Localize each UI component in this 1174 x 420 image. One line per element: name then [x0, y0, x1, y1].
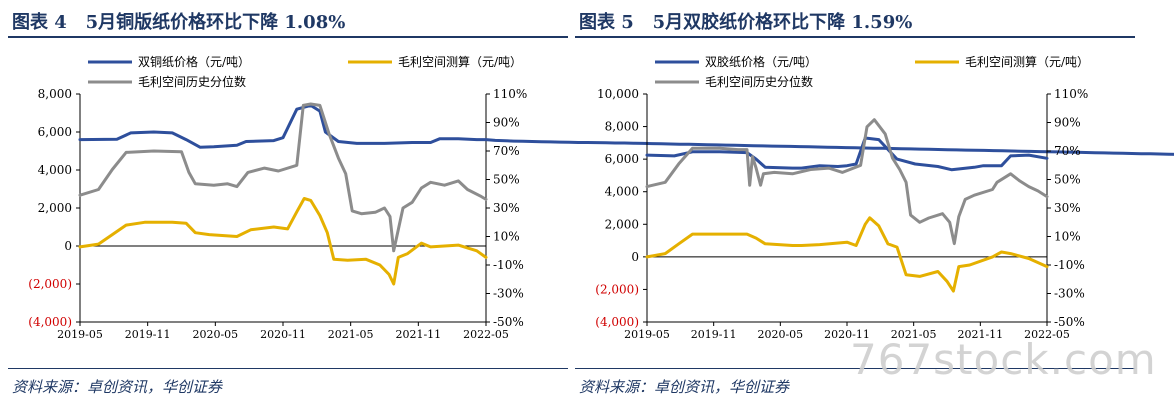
chart-panel-offset: 图表 5 5月双胶纸价格环比下降 1.59% 10,000 8,000 6,000 4…: [575, 0, 1135, 420]
y-right-tick-label: -10%: [1054, 258, 1085, 272]
offset-paper-chart: 10,000 8,000 6,000 4,000 2,000 0 (2,000) (4,000…: [595, 54, 1089, 341]
y-left-tick-label: (4,000): [28, 315, 72, 329]
x-tick-label: 2021-05: [328, 328, 374, 341]
y-right-tick-label: 10%: [1054, 230, 1081, 244]
figure-title: 图表 5 5月双胶纸价格环比下降 1.59%: [579, 12, 913, 33]
copper-paper-chart: 8,000 6,000 4,000 2,000 0 (2,000) (4,000) 110% 9…: [28, 54, 1174, 341]
y-right-tick-label: -10%: [493, 258, 524, 272]
y-left-tick-label: 4,000: [38, 163, 72, 177]
y-left-tick-label: 4,000: [605, 185, 639, 199]
y-left-tick-label: 10,000: [597, 87, 639, 101]
x-tick-label: 2020-11: [824, 328, 870, 341]
x-tick-label: 2020-11: [260, 328, 306, 341]
title-divider: [8, 36, 568, 38]
y-left-tick-label: 0: [631, 250, 639, 264]
y-left-tick-label: (2,000): [28, 277, 72, 291]
bottom-divider: [8, 368, 568, 369]
x-tick-label: 2020-05: [192, 328, 238, 341]
series-line-2: [78, 102, 488, 253]
x-tick-label: 2022-05: [1024, 328, 1070, 341]
x-tick-label: 2020-05: [757, 328, 803, 341]
series-line-0: [645, 136, 1049, 172]
y-left-tick-label: 2,000: [38, 201, 72, 215]
x-tick-label: 2019-05: [624, 328, 670, 341]
legend-label: 毛利空间测算（元/吨）: [965, 54, 1089, 69]
y-right-tick-label: 50%: [1054, 173, 1081, 187]
y-right-tick-label: 110%: [493, 87, 527, 101]
x-tick-label: 2019-11: [125, 328, 171, 341]
y-left-tick-label: (2,000): [595, 282, 639, 296]
series-line-1: [78, 197, 488, 286]
source-note: 资料来源：卓创资讯，华创证券: [12, 378, 223, 396]
x-tick-label: 2021-05: [891, 328, 937, 341]
x-tick-label: 2021-11: [957, 328, 1003, 341]
legend-label: 毛利空间测算（元/吨）: [398, 54, 522, 69]
chart-panel-copper: 图表 4 5月铜版纸价格环比下降 1.08% 8,000 6,000 4,000 2,…: [8, 0, 1174, 420]
legend-label: 毛利空间历史分位数: [705, 74, 813, 89]
y-left-tick-label: (4,000): [595, 315, 639, 329]
y-left-tick-label: 6,000: [605, 152, 639, 166]
legend-label: 毛利空间历史分位数: [138, 74, 246, 89]
y-right-tick-label: -50%: [493, 315, 524, 329]
y-left-tick-label: 2,000: [605, 217, 639, 231]
series-line-0: [78, 103, 1174, 156]
x-tick-label: 2019-11: [691, 328, 737, 341]
y-right-tick-label: -50%: [1054, 315, 1085, 329]
figure-title: 图表 4 5月铜版纸价格环比下降 1.08%: [12, 12, 346, 33]
y-right-tick-label: 30%: [493, 201, 520, 215]
y-right-tick-label: 30%: [1054, 201, 1081, 215]
series-line-1: [645, 216, 1049, 293]
bottom-divider: [575, 368, 1135, 369]
y-right-tick-label: 90%: [493, 116, 520, 130]
watermark: 767stock.com: [850, 335, 1157, 384]
x-tick-label: 2022-05: [463, 328, 509, 341]
y-left-tick-label: 8,000: [38, 87, 72, 101]
x-tick-label: 2019-05: [57, 328, 103, 341]
x-tick-label: 2021-11: [395, 328, 441, 341]
y-right-tick-label: 70%: [1054, 144, 1081, 158]
y-right-tick-label: 110%: [1054, 87, 1088, 101]
y-right-tick-label: 70%: [493, 144, 520, 158]
y-left-tick-label: 0: [64, 239, 72, 253]
series-line-2: [645, 118, 1049, 246]
y-right-tick-label: 10%: [493, 230, 520, 244]
legend-label: 双铜纸价格（元/吨）: [138, 54, 250, 69]
y-right-tick-label: 50%: [493, 173, 520, 187]
y-right-tick-label: 90%: [1054, 116, 1081, 130]
y-left-tick-label: 6,000: [38, 125, 72, 139]
title-divider: [575, 36, 1135, 38]
legend-label: 双胶纸价格（元/吨）: [705, 54, 817, 69]
y-right-tick-label: -30%: [493, 287, 524, 301]
y-left-tick-label: 8,000: [605, 120, 639, 134]
source-note: 资料来源：卓创资讯，华创证券: [579, 378, 790, 396]
y-right-tick-label: -30%: [1054, 287, 1085, 301]
